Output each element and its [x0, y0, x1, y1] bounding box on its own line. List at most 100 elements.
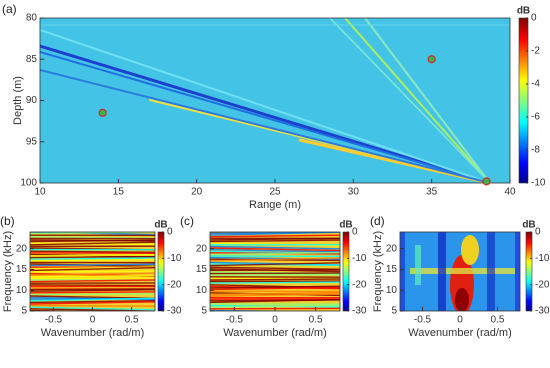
heatmap-cell — [210, 285, 340, 289]
colorbar-tick-label: -10 — [167, 253, 182, 264]
heatmap-cell — [210, 239, 340, 243]
colorbar — [342, 231, 350, 312]
y-tick-label: 10 — [196, 285, 208, 296]
heatmap-cell — [30, 288, 155, 291]
x-tick-label: 30 — [348, 187, 360, 198]
y-tick-label: 5 — [21, 306, 27, 317]
heatmap-cell — [210, 262, 340, 267]
colorbar-tick-label: 0 — [167, 227, 173, 238]
heatmap-cell — [210, 291, 340, 296]
heatmap-cell — [210, 247, 340, 252]
heatmap-cell — [30, 241, 155, 246]
x-tick-label: 25 — [269, 187, 281, 198]
heatmap-cell — [30, 267, 155, 272]
y-tick-label: 10 — [386, 285, 398, 296]
x-tick-label: 35 — [426, 187, 438, 198]
colorbar-title: dB — [339, 220, 352, 231]
colorbar-title: dB — [517, 6, 530, 17]
heatmap-cell — [30, 255, 155, 259]
heatmap-cell — [30, 257, 155, 260]
heatmap-cell — [210, 278, 340, 281]
heatmap-cell — [210, 237, 340, 241]
heatmap-cell — [30, 289, 155, 292]
colorbar — [518, 17, 529, 184]
panel-label: (a) — [2, 2, 17, 16]
colorbar-title: dB — [522, 220, 535, 231]
y-axis-label: Frequency (kHz) — [2, 231, 14, 312]
y-tick-label: 15 — [196, 264, 208, 275]
heatmap-cell — [210, 266, 340, 271]
heatmap-texture — [30, 232, 155, 311]
colorbar — [157, 231, 165, 312]
heatmap-cell — [30, 293, 155, 296]
x-tick-label: -0.5 — [226, 315, 244, 326]
colorbar-tick-label: 0 — [352, 227, 358, 238]
y-tick-label: 20 — [16, 243, 28, 254]
x-tick-label: 0.5 — [491, 315, 505, 326]
heatmap-cell — [210, 234, 340, 238]
heatmap-cell — [30, 272, 155, 276]
y-axis-label: Frequency (kHz) — [372, 231, 384, 312]
x-axis-label: Wavenumber (rad/m) — [223, 327, 327, 339]
heatmap-cell — [30, 297, 155, 302]
x-axis-label: Wavenumber (rad/m) — [408, 327, 512, 339]
x-axis-label: Range (m) — [249, 199, 301, 211]
x-tick-label: 10 — [34, 187, 46, 198]
colorbar-tick-label: -30 — [352, 306, 367, 317]
x-tick-label: -0.5 — [45, 315, 63, 326]
y-tick-label: 100 — [20, 178, 37, 189]
x-tick-label: 0.5 — [309, 315, 323, 326]
colorbar-tick-label: 0 — [535, 227, 541, 238]
colorbar-tick-label: 0 — [531, 13, 537, 24]
x-tick-label: 0 — [457, 315, 463, 326]
colorbar-tick-label: -10 — [535, 253, 550, 264]
heatmap-cell — [30, 263, 155, 267]
heatmap-cell — [30, 254, 155, 257]
heatmap-cell — [210, 304, 340, 308]
heatmap-texture — [400, 232, 520, 311]
heatmap-cell — [210, 232, 340, 236]
source-marker — [427, 55, 436, 64]
heatmap-cell — [210, 257, 340, 262]
colorbar-tick-label: -4 — [531, 79, 540, 90]
heatmap-cell — [210, 286, 340, 291]
colorbar-tick-label: -10 — [352, 253, 367, 264]
colorbar-tick-label: -6 — [531, 112, 540, 123]
heatmap-cell — [30, 270, 155, 273]
colorbar — [525, 231, 533, 312]
heatmap-cell — [30, 284, 155, 287]
y-axis-label: Depth (m) — [12, 76, 24, 125]
heatmap-cell — [30, 274, 155, 278]
x-tick-label: 0 — [90, 315, 96, 326]
y-tick-label: 15 — [16, 264, 28, 275]
x-tick-label: 40 — [504, 187, 516, 198]
heatmap-cell — [210, 298, 340, 304]
panel-label: (d) — [370, 214, 385, 228]
heatmap-cell — [30, 301, 155, 305]
y-tick-label: 15 — [386, 264, 398, 275]
y-tick-label: 20 — [196, 243, 208, 254]
colorbar-tick-label: -30 — [535, 306, 550, 317]
colorbar-title: dB — [154, 220, 167, 231]
y-tick-label: 20 — [386, 243, 398, 254]
heatmap-cell — [30, 250, 155, 254]
heatmap-cell — [210, 252, 340, 256]
y-tick-label: 5 — [201, 306, 207, 317]
heatmap-cell — [210, 281, 340, 284]
heatmap-cell — [30, 266, 155, 270]
colorbar-tick-label: -30 — [167, 306, 182, 317]
heatmap-cell — [210, 245, 340, 250]
y-tick-label: 95 — [26, 136, 38, 147]
y-tick-label: 10 — [16, 285, 28, 296]
source-marker — [482, 177, 491, 186]
y-tick-label: 90 — [26, 95, 38, 106]
colorbar-tick-label: -8 — [531, 145, 540, 156]
heatmap-texture — [210, 232, 340, 311]
y-tick-label: 5 — [391, 306, 397, 317]
colorbar-tick-label: -10 — [531, 178, 546, 189]
heatmap-cell — [210, 248, 340, 253]
y-tick-label: 85 — [26, 54, 38, 65]
panel-label: (b) — [0, 214, 15, 228]
heatmap-cell — [30, 295, 155, 299]
